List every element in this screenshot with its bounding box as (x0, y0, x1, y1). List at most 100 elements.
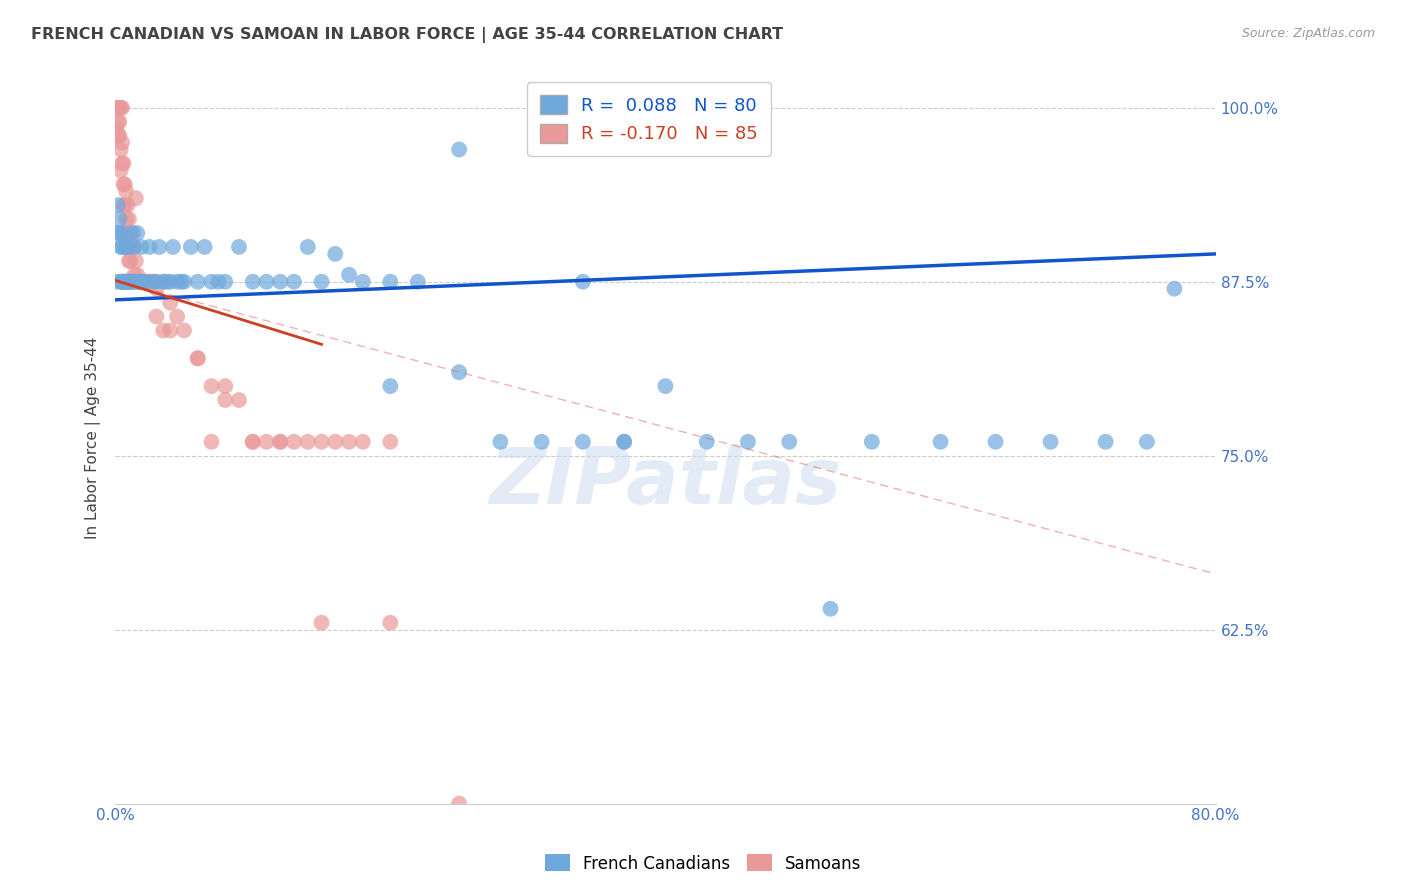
Point (194, 240, 217, 254)
Point (117, 226, 139, 240)
Point (778, 434, 800, 449)
Point (406, 275, 429, 289)
Point (323, 247, 346, 261)
Point (115, 226, 138, 240)
Point (118, 240, 141, 254)
Point (112, 275, 135, 289)
Point (214, 392, 236, 407)
Point (337, 268, 360, 282)
Y-axis label: In Labor Force | Age 35-44: In Labor Force | Age 35-44 (86, 337, 101, 540)
Point (122, 275, 145, 289)
Point (124, 268, 146, 282)
Point (256, 434, 278, 449)
Point (120, 275, 142, 289)
Point (131, 275, 153, 289)
Point (530, 434, 553, 449)
Point (148, 240, 170, 254)
Point (297, 434, 319, 449)
Point (107, 226, 129, 240)
Point (207, 275, 229, 289)
Point (173, 323, 195, 337)
Point (120, 226, 142, 240)
Point (111, 275, 134, 289)
Point (242, 275, 264, 289)
Point (228, 240, 250, 254)
Point (1094, 434, 1116, 449)
Legend: R =  0.088   N = 80, R = -0.170   N = 85: R = 0.088 N = 80, R = -0.170 N = 85 (527, 82, 770, 156)
Point (129, 275, 152, 289)
Point (112, 226, 135, 240)
Point (131, 240, 153, 254)
Point (228, 392, 250, 407)
Point (283, 275, 305, 289)
Point (107, 101, 129, 115)
Point (352, 275, 374, 289)
Point (127, 268, 149, 282)
Point (107, 114, 129, 128)
Point (111, 275, 134, 289)
Text: FRENCH CANADIAN VS SAMOAN IN LABOR FORCE | AGE 35-44 CORRELATION CHART: FRENCH CANADIAN VS SAMOAN IN LABOR FORCE… (31, 27, 783, 43)
Point (107, 198, 129, 212)
Point (105, 121, 128, 136)
Point (108, 226, 131, 240)
Point (125, 253, 148, 268)
Point (380, 275, 402, 289)
Point (121, 275, 143, 289)
Point (283, 434, 305, 449)
Point (187, 275, 209, 289)
Point (115, 240, 138, 254)
Point (117, 275, 139, 289)
Point (654, 379, 676, 393)
Point (337, 434, 360, 449)
Point (166, 310, 188, 324)
Point (128, 275, 150, 289)
Point (613, 434, 636, 449)
Point (122, 240, 145, 254)
Text: Source: ZipAtlas.com: Source: ZipAtlas.com (1241, 27, 1375, 40)
Point (128, 275, 150, 289)
Point (127, 226, 149, 240)
Point (145, 275, 167, 289)
Point (173, 275, 195, 289)
Point (125, 191, 148, 205)
Point (1039, 434, 1062, 449)
Point (269, 434, 291, 449)
Point (152, 323, 174, 337)
Point (114, 240, 136, 254)
Point (111, 240, 134, 254)
Point (572, 275, 595, 289)
Point (108, 114, 131, 128)
Point (145, 310, 167, 324)
Point (121, 240, 143, 254)
Point (115, 275, 138, 289)
Point (138, 275, 160, 289)
Point (820, 601, 842, 615)
Point (242, 434, 264, 449)
Point (131, 275, 153, 289)
Point (162, 240, 184, 254)
Point (696, 434, 718, 449)
Point (121, 275, 143, 289)
Point (929, 434, 952, 449)
Point (187, 351, 209, 366)
Point (131, 275, 153, 289)
Point (131, 275, 153, 289)
Point (118, 253, 141, 268)
Point (200, 379, 222, 393)
Point (115, 212, 138, 227)
Point (120, 253, 142, 268)
Point (269, 275, 291, 289)
Point (115, 184, 138, 198)
Legend: French Canadians, Samoans: French Canadians, Samoans (538, 847, 868, 880)
Point (489, 434, 512, 449)
Point (108, 128, 131, 143)
Point (352, 434, 374, 449)
Point (380, 434, 402, 449)
Point (110, 101, 132, 115)
Point (138, 240, 160, 254)
Point (1136, 434, 1159, 449)
Point (129, 275, 152, 289)
Point (449, 797, 471, 811)
Point (122, 226, 145, 240)
Point (269, 434, 291, 449)
